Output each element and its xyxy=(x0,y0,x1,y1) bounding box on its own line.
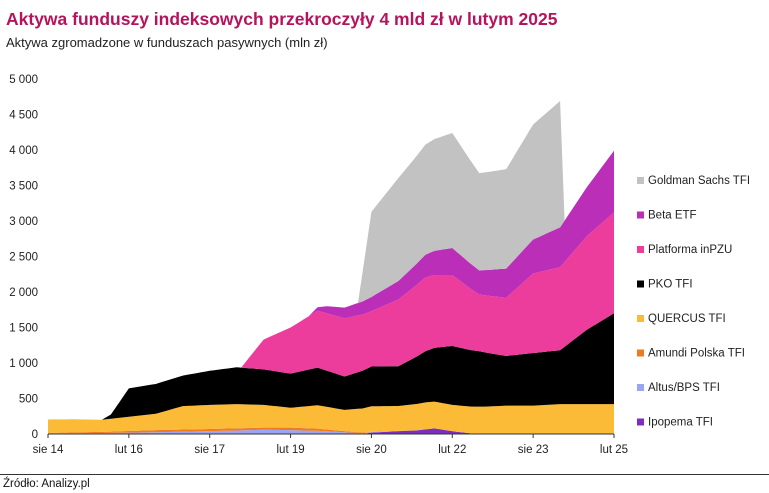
area-layers xyxy=(48,101,614,434)
legend-swatch xyxy=(637,384,644,391)
x-tick-label: sie 17 xyxy=(194,444,225,456)
x-tick-label: lut 16 xyxy=(115,444,143,456)
x-axis: sie 14 lut 16 sie 17 lut 19 sie 20 lut 22 sie … xyxy=(33,433,628,456)
legend-label: QUERCUS TFI xyxy=(648,313,726,325)
area-series-altus-bps-tfi xyxy=(48,428,614,434)
area-series-beta-etf xyxy=(48,150,614,420)
x-tick-label: sie 23 xyxy=(518,444,549,456)
legend: Goldman Sachs TFI Beta ETF Platforma inPZU… xyxy=(637,175,750,429)
chart-title: Aktywa funduszy indeksowych przekroczyły… xyxy=(6,9,558,29)
legend-label: Amundi Polska TFI xyxy=(648,348,745,360)
x-tick-label: lut 25 xyxy=(600,444,628,456)
chart-subtitle: Aktywa zgromadzone w funduszach pasywnyc… xyxy=(6,35,328,50)
y-axis: 0 500 1 000 1 500 2 000 2 500 3 000 3 500 4 000 4… xyxy=(9,74,38,441)
legend-label: Ipopema TFI xyxy=(648,417,713,429)
legend-swatch xyxy=(637,315,644,322)
legend-label: Platforma inPZU xyxy=(648,244,732,256)
legend-swatch xyxy=(637,280,644,288)
x-tick-label: lut 19 xyxy=(277,444,305,456)
y-tick-label: 1 500 xyxy=(9,323,38,335)
source-note: Źródło: Analizy.pl xyxy=(3,478,90,490)
area-series-amundi-polska-tfi xyxy=(48,427,614,434)
y-tick-label: 2 500 xyxy=(9,252,38,264)
area-series-quercus-tfi xyxy=(48,401,614,434)
legend-label: PKO TFI xyxy=(648,279,693,291)
legend-label: Beta ETF xyxy=(648,210,697,222)
y-tick-label: 4 000 xyxy=(9,145,38,157)
area-series-goldman-sachs-tfi xyxy=(48,101,614,420)
legend-swatch xyxy=(637,349,644,357)
source-divider xyxy=(0,474,769,475)
legend-swatch xyxy=(637,177,644,184)
y-tick-label: 3 000 xyxy=(9,216,38,228)
legend-swatch xyxy=(637,211,644,219)
legend-swatch xyxy=(637,418,644,426)
stacked-area-chart: 0 500 1 000 1 500 2 000 2 500 3 000 3 500 4 000 4… xyxy=(9,74,750,456)
x-tick-label: sie 14 xyxy=(33,444,64,456)
x-tick-label: lut 22 xyxy=(438,444,466,456)
y-tick-label: 500 xyxy=(19,394,38,406)
legend-label: Goldman Sachs TFI xyxy=(648,175,750,187)
legend-label: Altus/BPS TFI xyxy=(648,382,720,394)
y-tick-label: 5 000 xyxy=(9,74,38,86)
legend-swatch xyxy=(637,246,644,253)
area-series-pko-tfi xyxy=(48,313,614,420)
x-tick-label: sie 20 xyxy=(356,444,387,456)
y-tick-label: 1 000 xyxy=(9,358,38,370)
y-tick-label: 2 000 xyxy=(9,287,38,299)
y-tick-label: 4 500 xyxy=(9,110,38,122)
y-tick-label: 0 xyxy=(32,429,38,441)
y-tick-label: 3 500 xyxy=(9,181,38,193)
area-series-platforma-inpzu xyxy=(48,212,614,420)
